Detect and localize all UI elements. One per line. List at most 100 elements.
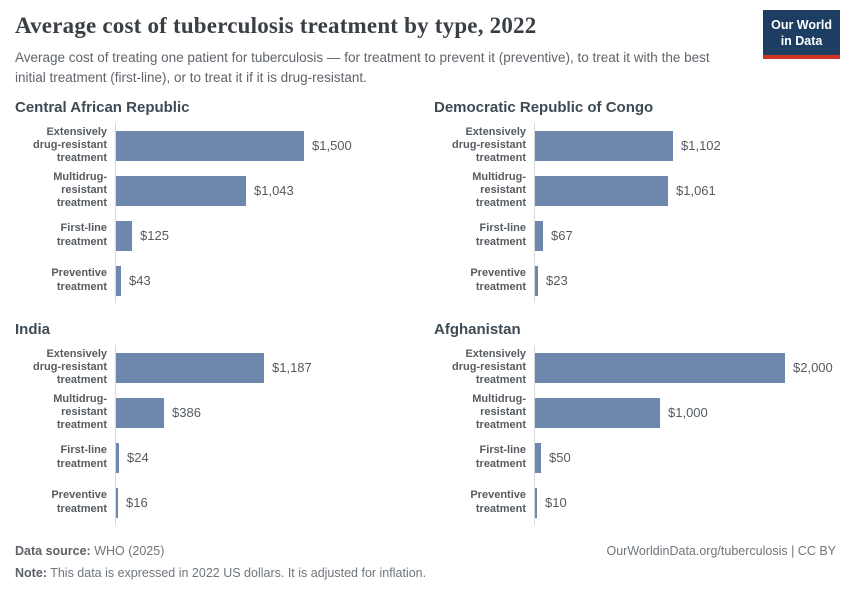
bar[interactable]	[535, 220, 543, 251]
category-label: Multidrug-resistant treatment	[53, 170, 107, 210]
value-label: $50	[549, 450, 571, 466]
bar[interactable]	[116, 220, 132, 251]
chart-header: Average cost of tuberculosis treatment b…	[0, 0, 850, 87]
category-label: Extensively drug-resistant treatment	[452, 347, 526, 387]
plot-area: $16	[115, 480, 426, 526]
bar-row: Preventive treatment $43	[15, 258, 426, 304]
category-label: First-line treatment	[56, 444, 107, 470]
data-source-label: Data source:	[15, 544, 91, 559]
bar-row: Multidrug-resistant treatment $1,000	[434, 390, 837, 436]
owid-logo-line2: in Data	[780, 34, 823, 49]
category-label: Multidrug-resistant treatment	[472, 170, 526, 210]
data-source-value: WHO (2025)	[90, 544, 165, 559]
bar-row: Preventive treatment $16	[15, 480, 426, 526]
value-label: $2,000	[793, 360, 833, 376]
value-label: $16	[126, 495, 148, 511]
plot-area: $1,043	[115, 168, 426, 214]
bar-row: Multidrug-resistant treatment $1,043	[15, 168, 426, 214]
note-label: Note:	[15, 566, 47, 580]
bar[interactable]	[535, 487, 537, 518]
owid-logo[interactable]: Our World in Data	[763, 10, 840, 59]
bar[interactable]	[535, 130, 673, 161]
plot-area: $10	[534, 480, 837, 526]
value-label: $67	[551, 228, 573, 244]
bar[interactable]	[116, 130, 304, 161]
category-label: Preventive treatment	[470, 267, 526, 293]
category-label: First-line treatment	[56, 222, 107, 248]
bar-row: Multidrug-resistant treatment $386	[15, 390, 426, 436]
bar-row: Extensively drug-resistant treatment $1,…	[15, 123, 426, 169]
bar-row: Preventive treatment $23	[434, 258, 837, 304]
bar-row: Extensively drug-resistant treatment $2,…	[434, 345, 837, 391]
chart-subtitle: Average cost of treating one patient for…	[15, 50, 710, 85]
value-label: $386	[172, 405, 201, 421]
value-label: $23	[546, 273, 568, 289]
value-label: $1,187	[272, 360, 312, 376]
note-value: This data is expressed in 2022 US dollar…	[46, 566, 427, 580]
panel-title: Central African Republic	[15, 99, 190, 117]
data-source-line: Data source: WHO (2025)	[15, 541, 426, 563]
value-label: $24	[127, 450, 149, 466]
value-label: $43	[129, 273, 151, 289]
value-label: $1,043	[254, 183, 294, 199]
bar[interactable]	[116, 397, 164, 428]
category-label: Preventive treatment	[51, 267, 107, 293]
footer-left: Data source: WHO (2025) Note: This data …	[15, 541, 426, 585]
bar-row: Preventive treatment $10	[434, 480, 837, 526]
plot-area: $23	[534, 258, 837, 304]
plot-area: $1,000	[534, 390, 837, 436]
panel-democratic-republic-of-congo: Democratic Republic of Congo Extensively…	[426, 95, 837, 304]
value-label: $1,102	[681, 138, 721, 154]
category-label: Extensively drug-resistant treatment	[452, 125, 526, 165]
chart-title: Average cost of tuberculosis treatment b…	[15, 13, 537, 38]
value-label: $10	[545, 495, 567, 511]
value-label: $125	[140, 228, 169, 244]
category-label: Preventive treatment	[51, 489, 107, 515]
bar[interactable]	[116, 265, 121, 296]
bar[interactable]	[535, 175, 668, 206]
bar[interactable]	[535, 265, 538, 296]
bar-row: First-line treatment $24	[15, 435, 426, 481]
bar[interactable]	[535, 397, 660, 428]
category-label: Multidrug-resistant treatment	[472, 392, 526, 432]
plot-area: $24	[115, 435, 426, 481]
category-label: Preventive treatment	[470, 489, 526, 515]
plot-area: $2,000	[534, 345, 837, 391]
plot-area: $386	[115, 390, 426, 436]
bar-row: First-line treatment $125	[15, 213, 426, 259]
category-label: First-line treatment	[475, 222, 526, 248]
category-label: First-line treatment	[475, 444, 526, 470]
chart-footer: Data source: WHO (2025) Note: This data …	[0, 541, 850, 585]
plot-area: $50	[534, 435, 837, 481]
bar[interactable]	[116, 442, 119, 473]
bar[interactable]	[535, 442, 541, 473]
panel-title: Afghanistan	[434, 321, 521, 339]
plot-area: $1,500	[115, 123, 426, 169]
plot-area: $1,061	[534, 168, 837, 214]
bar-row: Extensively drug-resistant treatment $1,…	[434, 123, 837, 169]
bar-row: First-line treatment $50	[434, 435, 837, 481]
bar-row: First-line treatment $67	[434, 213, 837, 259]
bar[interactable]	[116, 352, 264, 383]
note-line: Note: This data is expressed in 2022 US …	[15, 563, 426, 585]
bar[interactable]	[116, 175, 246, 206]
category-label: Multidrug-resistant treatment	[53, 392, 107, 432]
panel-afghanistan: Afghanistan Extensively drug-resistant t…	[426, 317, 837, 526]
plot-area: $125	[115, 213, 426, 259]
category-label: Extensively drug-resistant treatment	[33, 125, 107, 165]
panel-title: Democratic Republic of Congo	[434, 99, 654, 117]
plot-area: $43	[115, 258, 426, 304]
value-label: $1,500	[312, 138, 352, 154]
panel-title: India	[15, 321, 51, 339]
bar[interactable]	[535, 352, 785, 383]
plot-area: $1,187	[115, 345, 426, 391]
value-label: $1,000	[668, 405, 708, 421]
owid-logo-line1: Our World	[771, 18, 832, 32]
panel-india: India Extensively drug-resistant treatme…	[15, 317, 426, 526]
bar-row: Multidrug-resistant treatment $1,061	[434, 168, 837, 214]
attribution-link[interactable]: OurWorldinData.org/tuberculosis | CC BY	[606, 544, 837, 559]
bar-row: Extensively drug-resistant treatment $1,…	[15, 345, 426, 391]
panels-grid: Central African Republic Extensively dru…	[0, 95, 850, 526]
bar[interactable]	[116, 487, 118, 518]
plot-area: $1,102	[534, 123, 837, 169]
